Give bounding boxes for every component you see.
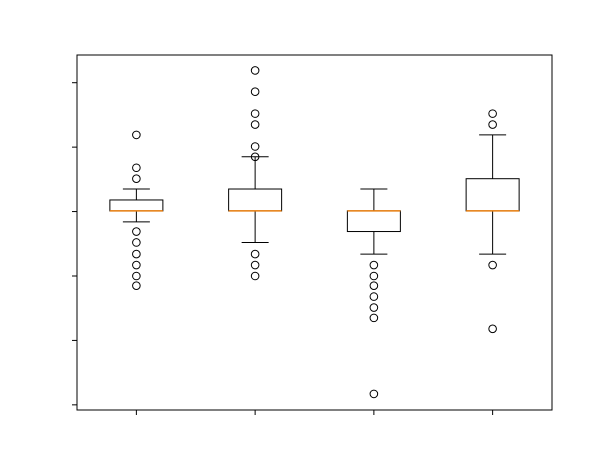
flier	[132, 174, 141, 184]
flier	[369, 271, 379, 281]
flier	[369, 303, 379, 312]
flier	[369, 281, 379, 290]
box	[346, 210, 401, 233]
flier	[132, 227, 141, 236]
flier	[250, 142, 260, 151]
flier	[488, 109, 497, 118]
flier	[250, 249, 260, 259]
flier	[250, 66, 260, 75]
box	[465, 178, 520, 212]
flier	[488, 324, 497, 334]
flier	[132, 281, 141, 290]
flier	[250, 87, 260, 97]
flier	[488, 120, 497, 129]
flier	[250, 109, 260, 118]
flier	[132, 238, 141, 247]
box	[228, 188, 283, 212]
flier	[488, 260, 497, 270]
flier	[250, 152, 260, 162]
flier	[132, 271, 141, 281]
flier	[369, 292, 379, 301]
flier	[132, 249, 141, 259]
flier	[369, 260, 379, 270]
flier	[132, 163, 141, 173]
flier	[369, 313, 379, 323]
flier	[132, 130, 141, 140]
flier	[250, 271, 260, 281]
plot-frame	[76, 54, 553, 411]
flier	[250, 120, 260, 129]
flier	[132, 260, 141, 270]
box	[109, 199, 164, 212]
flier	[369, 389, 379, 399]
flier	[250, 260, 260, 270]
